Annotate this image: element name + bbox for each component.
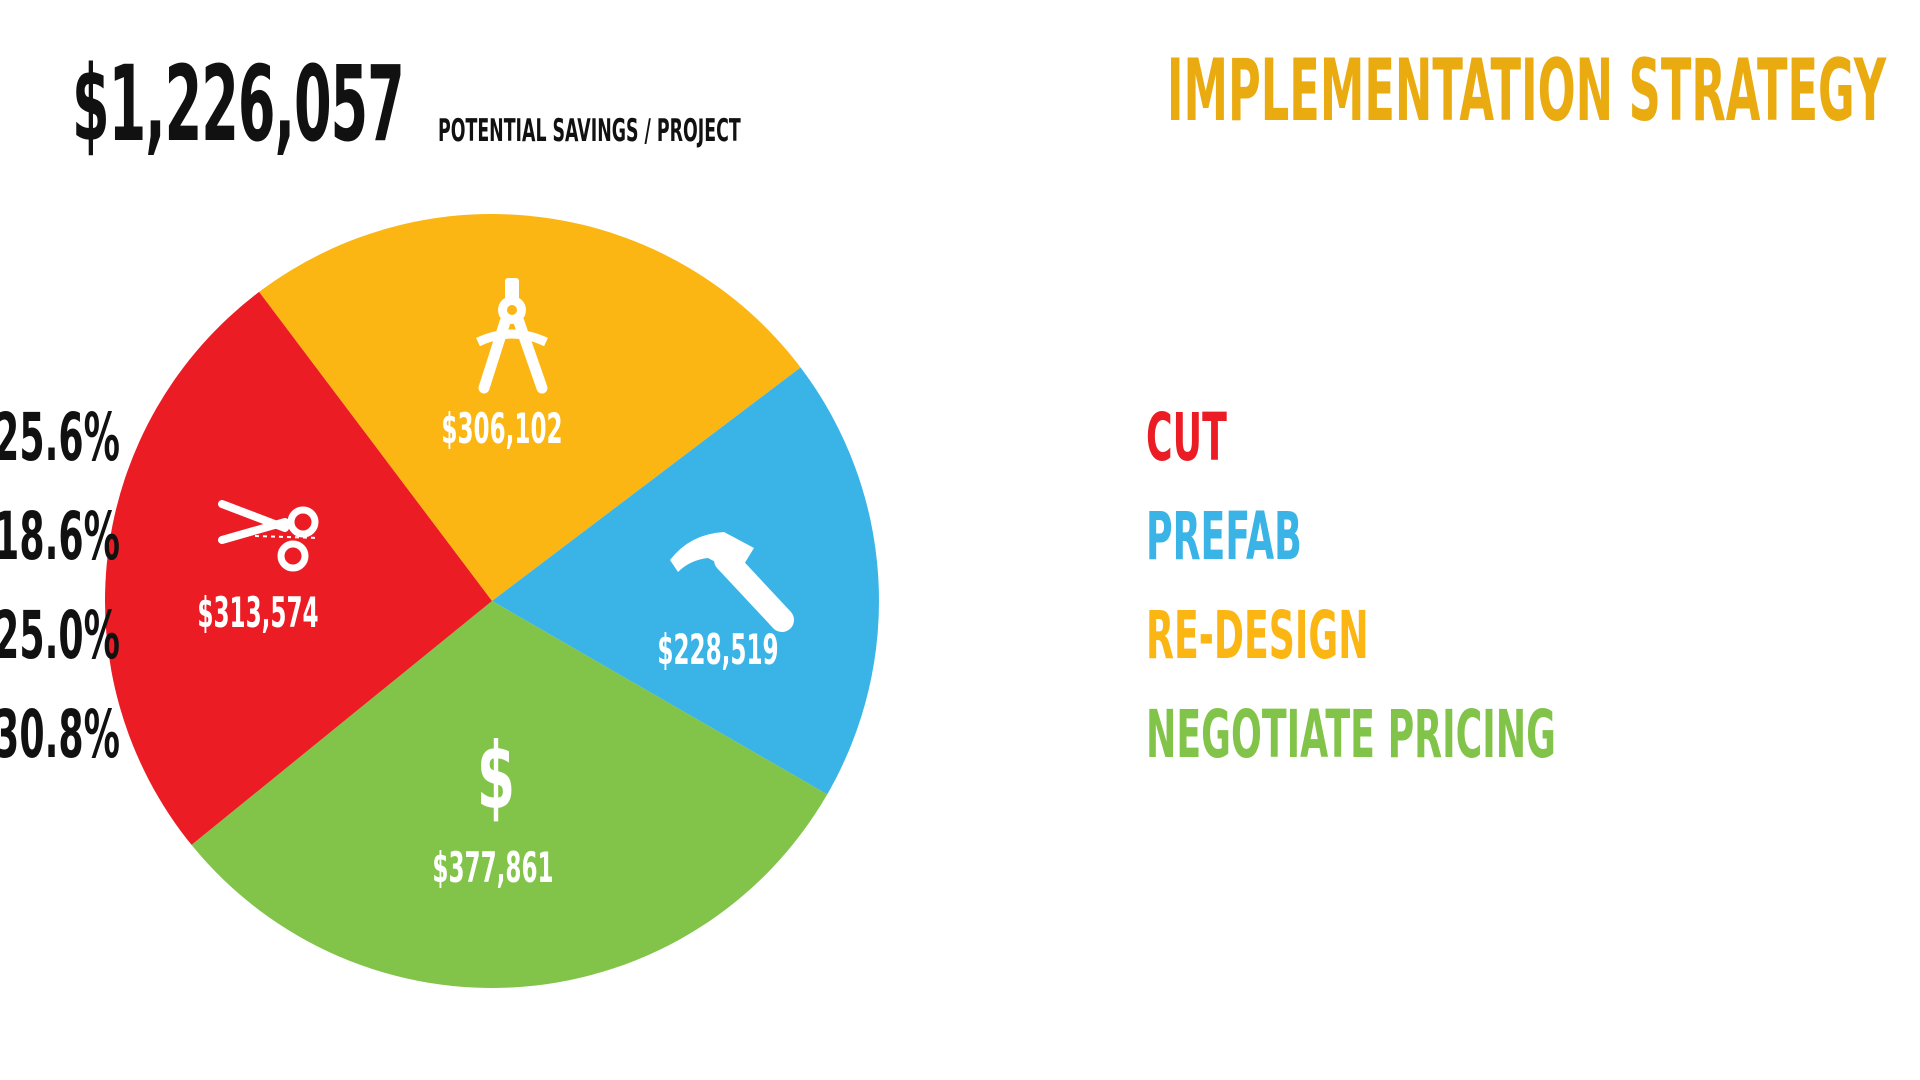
dollar-icon: $: [477, 723, 515, 830]
legend-percent: 30.8%: [0, 696, 120, 773]
legend-label: PREFAB: [1146, 498, 1302, 575]
slice-prefab: [492, 367, 879, 795]
pie-slices: [105, 213, 879, 988]
total-savings-value: $1,226,057: [72, 43, 405, 165]
slice-value-label-prefab: $228,519: [657, 626, 778, 674]
legend-percent: 25.6%: [0, 399, 120, 476]
slice-value-label-negotiate: $377,861: [432, 844, 553, 892]
slice-value-label-cut: $313,574: [197, 589, 318, 637]
page-title: IMPLEMENTATION STRATEGY: [1166, 41, 1886, 141]
scissors-icon: [218, 500, 319, 572]
slice-cut: [105, 291, 493, 845]
hammer-icon: [670, 532, 794, 632]
total-savings-label: POTENTIAL SAVINGS / PROJECT: [438, 113, 741, 149]
legend-label: RE-DESIGN: [1146, 597, 1369, 674]
pie-slice-labels: $313,574 $228,519 $306,102 $377,861: [197, 405, 778, 892]
pie-slice-icons: $: [218, 278, 794, 830]
slice-negotiate: [191, 601, 828, 988]
legend-label: NEGOTIATE PRICING: [1146, 696, 1556, 773]
slice-value-label-redesign: $306,102: [441, 405, 562, 453]
compass-icon: [476, 278, 548, 394]
slice-redesign: [259, 213, 801, 601]
legend-percent: 25.0%: [0, 597, 120, 674]
legend-percent: 18.6%: [0, 498, 120, 575]
legend-label: CUT: [1146, 399, 1227, 476]
